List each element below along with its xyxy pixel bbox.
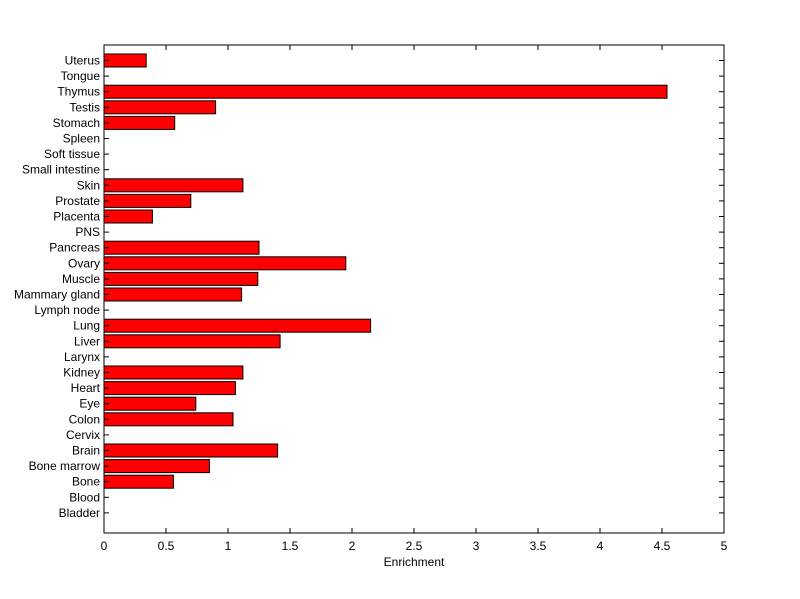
x-tick-label-2: 1 <box>225 539 232 553</box>
bar-skin <box>103 178 244 193</box>
y-tick-label-lung: Lung <box>73 319 100 333</box>
y-tick-label-blood: Blood <box>69 490 100 504</box>
y-tick-label-soft-tissue: Soft tissue <box>44 147 100 161</box>
y-tick-label-mammary-gland: Mammary gland <box>14 288 100 302</box>
bar-muscle <box>103 271 259 286</box>
bar-colon <box>103 412 234 427</box>
bar-mammary-gland <box>103 287 243 302</box>
x-axis-label: Enrichment <box>384 555 445 569</box>
y-tick-label-lymph-node: Lymph node <box>34 303 100 317</box>
x-tick-label-1: 0.5 <box>158 539 175 553</box>
y-tick-label-heart: Heart <box>71 381 101 395</box>
y-tick-label-ovary: Ovary <box>68 256 100 270</box>
bar-ovary <box>103 256 347 271</box>
x-tick-label-3: 1.5 <box>282 539 299 553</box>
x-tick-label-6: 3 <box>473 539 480 553</box>
y-tick-label-testis: Testis <box>69 100 100 114</box>
x-tick-label-0: 0 <box>101 539 108 553</box>
y-tick-label-cervix: Cervix <box>66 428 100 442</box>
x-axis: 0 0.5 1 1.5 2 2.5 3 3.5 4 4.5 5 <box>101 45 728 553</box>
bar-prostate <box>103 193 192 208</box>
bar-bone-marrow <box>103 459 210 474</box>
y-tick-label-bone: Bone <box>72 475 100 489</box>
bar-heart <box>103 381 236 396</box>
bar-uterus <box>103 53 147 68</box>
bar-thymus <box>103 84 668 99</box>
y-tick-label-larynx: Larynx <box>64 350 100 364</box>
y-tick-label-pancreas: Pancreas <box>49 241 100 255</box>
bar-eye <box>103 396 197 411</box>
y-tick-label-small-intestine: Small intestine <box>22 163 100 177</box>
y-tick-label-skin: Skin <box>77 178 100 192</box>
y-tick-label-pns: PNS <box>75 225 100 239</box>
y-tick-label-brain: Brain <box>72 444 100 458</box>
x-tick-label-9: 4.5 <box>654 539 671 553</box>
x-tick-label-7: 3.5 <box>530 539 547 553</box>
bar-kidney <box>103 365 244 380</box>
bar-bone <box>103 474 174 489</box>
y-tick-label-colon: Colon <box>69 412 100 426</box>
bar-placenta <box>103 209 153 224</box>
y-tick-label-eye: Eye <box>79 397 100 411</box>
y-tick-label-thymus: Thymus <box>57 85 100 99</box>
y-tick-label-liver: Liver <box>74 334 100 348</box>
y-tick-label-muscle: Muscle <box>62 272 100 286</box>
y-tick-label-spleen: Spleen <box>63 132 100 146</box>
x-tick-label-8: 4 <box>597 539 604 553</box>
y-tick-label-uterus: Uterus <box>65 54 100 68</box>
x-tick-label-4: 2 <box>349 539 356 553</box>
y-tick-label-prostate: Prostate <box>55 194 100 208</box>
bar-stomach <box>103 115 176 130</box>
bar-lung <box>103 318 372 333</box>
y-tick-label-placenta: Placenta <box>53 210 100 224</box>
y-tick-label-bone-marrow: Bone marrow <box>29 459 101 473</box>
bar-pancreas <box>103 240 260 255</box>
y-tick-label-bladder: Bladder <box>59 506 100 520</box>
bar-liver <box>103 334 281 349</box>
y-tick-label-kidney: Kidney <box>63 366 100 380</box>
y-tick-label-tongue: Tongue <box>61 69 101 83</box>
x-tick-label-10: 5 <box>721 539 728 553</box>
bar-brain <box>103 443 279 458</box>
x-tick-label-5: 2.5 <box>406 539 423 553</box>
y-tick-label-stomach: Stomach <box>53 116 100 130</box>
bar-testis <box>103 100 217 115</box>
